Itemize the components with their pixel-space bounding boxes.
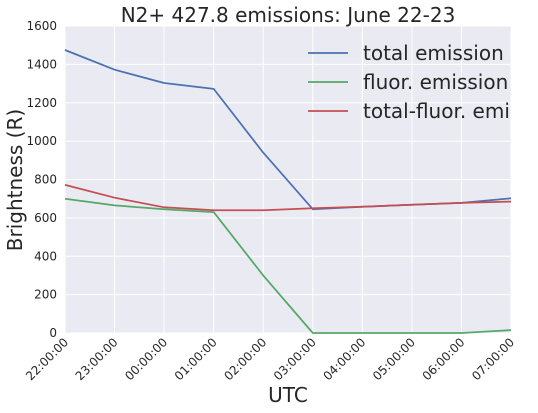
y-tick-label: 600 xyxy=(34,211,57,225)
x-tick-label: 05:00:00 xyxy=(370,335,418,383)
y-tick-label: 1600 xyxy=(26,19,57,33)
y-tick-label: 800 xyxy=(34,173,57,187)
x-tick-label: 02:00:00 xyxy=(221,335,269,383)
chart-title: N2+ 427.8 emissions: June 22-23 xyxy=(121,3,456,27)
x-tick-label: 04:00:00 xyxy=(320,335,368,383)
y-tick-label: 200 xyxy=(34,288,57,302)
x-tick-label: 01:00:00 xyxy=(172,335,220,383)
series-line-fluor-emission xyxy=(64,197,512,334)
series-line-total-fluor-emi xyxy=(64,184,512,212)
legend-label: fluor. emission xyxy=(363,70,508,94)
x-tick-label: 23:00:00 xyxy=(73,335,121,383)
grid xyxy=(64,25,512,334)
y-axis-ticks: 0 200 400 600 800 1000 1200 1400 1600 xyxy=(26,19,57,340)
series-layer xyxy=(64,49,512,334)
y-tick-label: 1000 xyxy=(26,134,57,148)
legend-label: total-fluor. emi xyxy=(363,99,510,123)
y-tick-label: 1200 xyxy=(26,96,57,110)
y-axis-label: Brightness (R) xyxy=(3,109,27,251)
x-axis-label: UTC xyxy=(268,383,308,407)
x-tick-label: 22:00:00 xyxy=(23,335,71,383)
y-tick-label: 400 xyxy=(34,249,57,263)
legend-label: total emission xyxy=(363,41,504,65)
y-tick-label: 1400 xyxy=(26,57,57,71)
x-tick-label: 03:00:00 xyxy=(271,335,319,383)
x-axis-ticks: 22:00:00 23:00:00 00:00:00 01:00:00 02:00:00… xyxy=(23,335,517,383)
x-tick-label: 06:00:00 xyxy=(420,335,468,383)
x-tick-label: 07:00:00 xyxy=(469,335,517,383)
y-tick-label: 0 xyxy=(49,326,57,340)
x-tick-label: 00:00:00 xyxy=(122,335,170,383)
legend: total emission fluor. emission total-fluor… xyxy=(308,41,510,123)
